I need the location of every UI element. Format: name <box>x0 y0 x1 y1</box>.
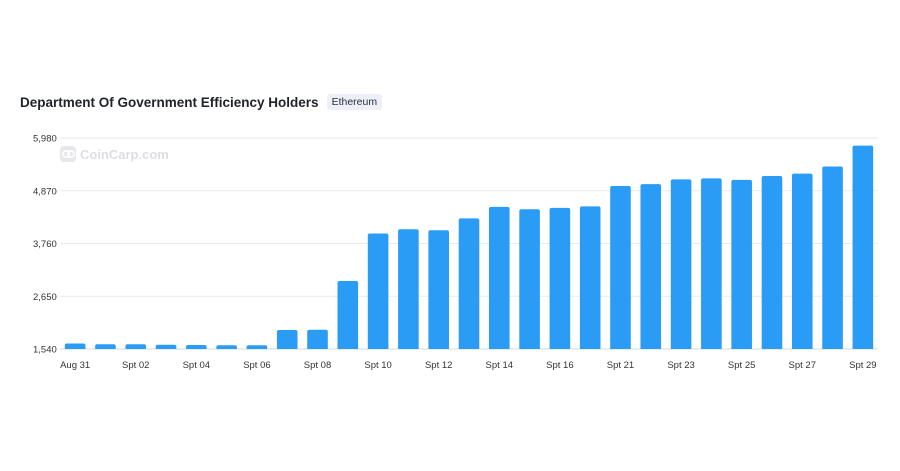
bar-22[interactable] <box>731 179 752 349</box>
network-badge: Ethereum <box>326 94 383 110</box>
x-tick-label: Spt 21 <box>607 360 634 371</box>
bar-14[interactable] <box>488 206 510 349</box>
x-tick-label: Spt 02 <box>122 360 149 371</box>
x-tick-label: Spt 25 <box>728 360 755 371</box>
bar-16[interactable] <box>549 207 571 349</box>
x-tick-label: Spt 16 <box>546 360 573 371</box>
bar-6[interactable] <box>246 345 268 349</box>
y-tick-label: 5,980 <box>33 134 57 145</box>
bar-23[interactable] <box>761 176 783 349</box>
bar-4[interactable] <box>186 344 207 349</box>
x-tick-label: Spt 06 <box>243 360 270 371</box>
x-tick-label: Spt 29 <box>849 360 876 371</box>
y-axis-labels: 1,540 2,650 3,760 4,870 5,980 <box>33 134 57 356</box>
x-tick-label: Spt 27 <box>789 360 816 371</box>
watermark-text: CoinCarp.com <box>80 147 169 162</box>
coincarp-logo-icon <box>60 146 76 162</box>
x-tick-label: Spt 14 <box>486 360 513 371</box>
bar-2[interactable] <box>125 344 147 349</box>
bar-0[interactable] <box>64 343 86 349</box>
x-tick-label: Spt 23 <box>667 360 694 371</box>
x-axis-labels: Aug 31 Spt 02 Spt 04 Spt 06 Spt 08 Spt 10 Spt … <box>60 360 877 371</box>
chart-title: Department Of Government Efficiency Hold… <box>20 94 319 110</box>
y-tick-label: 4,870 <box>33 186 57 197</box>
bar-19[interactable] <box>640 184 662 349</box>
x-tick-label: Aug 31 <box>60 360 90 371</box>
bar-3[interactable] <box>155 344 177 349</box>
bar-8[interactable] <box>307 329 328 349</box>
y-tick-label: 3,760 <box>33 239 57 250</box>
bar-25[interactable] <box>822 166 843 349</box>
bar-21[interactable] <box>701 178 722 349</box>
bar-1[interactable] <box>95 344 116 349</box>
x-tick-label: Spt 08 <box>304 360 331 371</box>
watermark: CoinCarp.com <box>60 146 169 162</box>
bar-24[interactable] <box>791 173 813 349</box>
y-tick-label: 1,540 <box>33 345 57 356</box>
bar-26[interactable] <box>852 145 874 349</box>
x-tick-label: Spt 10 <box>364 360 391 371</box>
bar-18[interactable] <box>610 185 631 349</box>
chart-header: Department Of Government Efficiency Hold… <box>20 92 383 112</box>
x-tick-label: Spt 04 <box>183 360 210 371</box>
bar-20[interactable] <box>670 179 692 349</box>
bar-15[interactable] <box>519 209 540 349</box>
bar-7[interactable] <box>276 329 298 349</box>
bar-10[interactable] <box>367 233 389 349</box>
bar-5[interactable] <box>216 345 237 349</box>
bar-12[interactable] <box>428 230 450 349</box>
bar-11[interactable] <box>398 229 419 349</box>
x-tick-label: Spt 12 <box>425 360 452 371</box>
bar-17[interactable] <box>579 206 601 349</box>
y-tick-label: 2,650 <box>33 292 57 303</box>
bar-9[interactable] <box>337 281 359 349</box>
bar-13[interactable] <box>458 218 480 349</box>
bars <box>64 145 874 349</box>
